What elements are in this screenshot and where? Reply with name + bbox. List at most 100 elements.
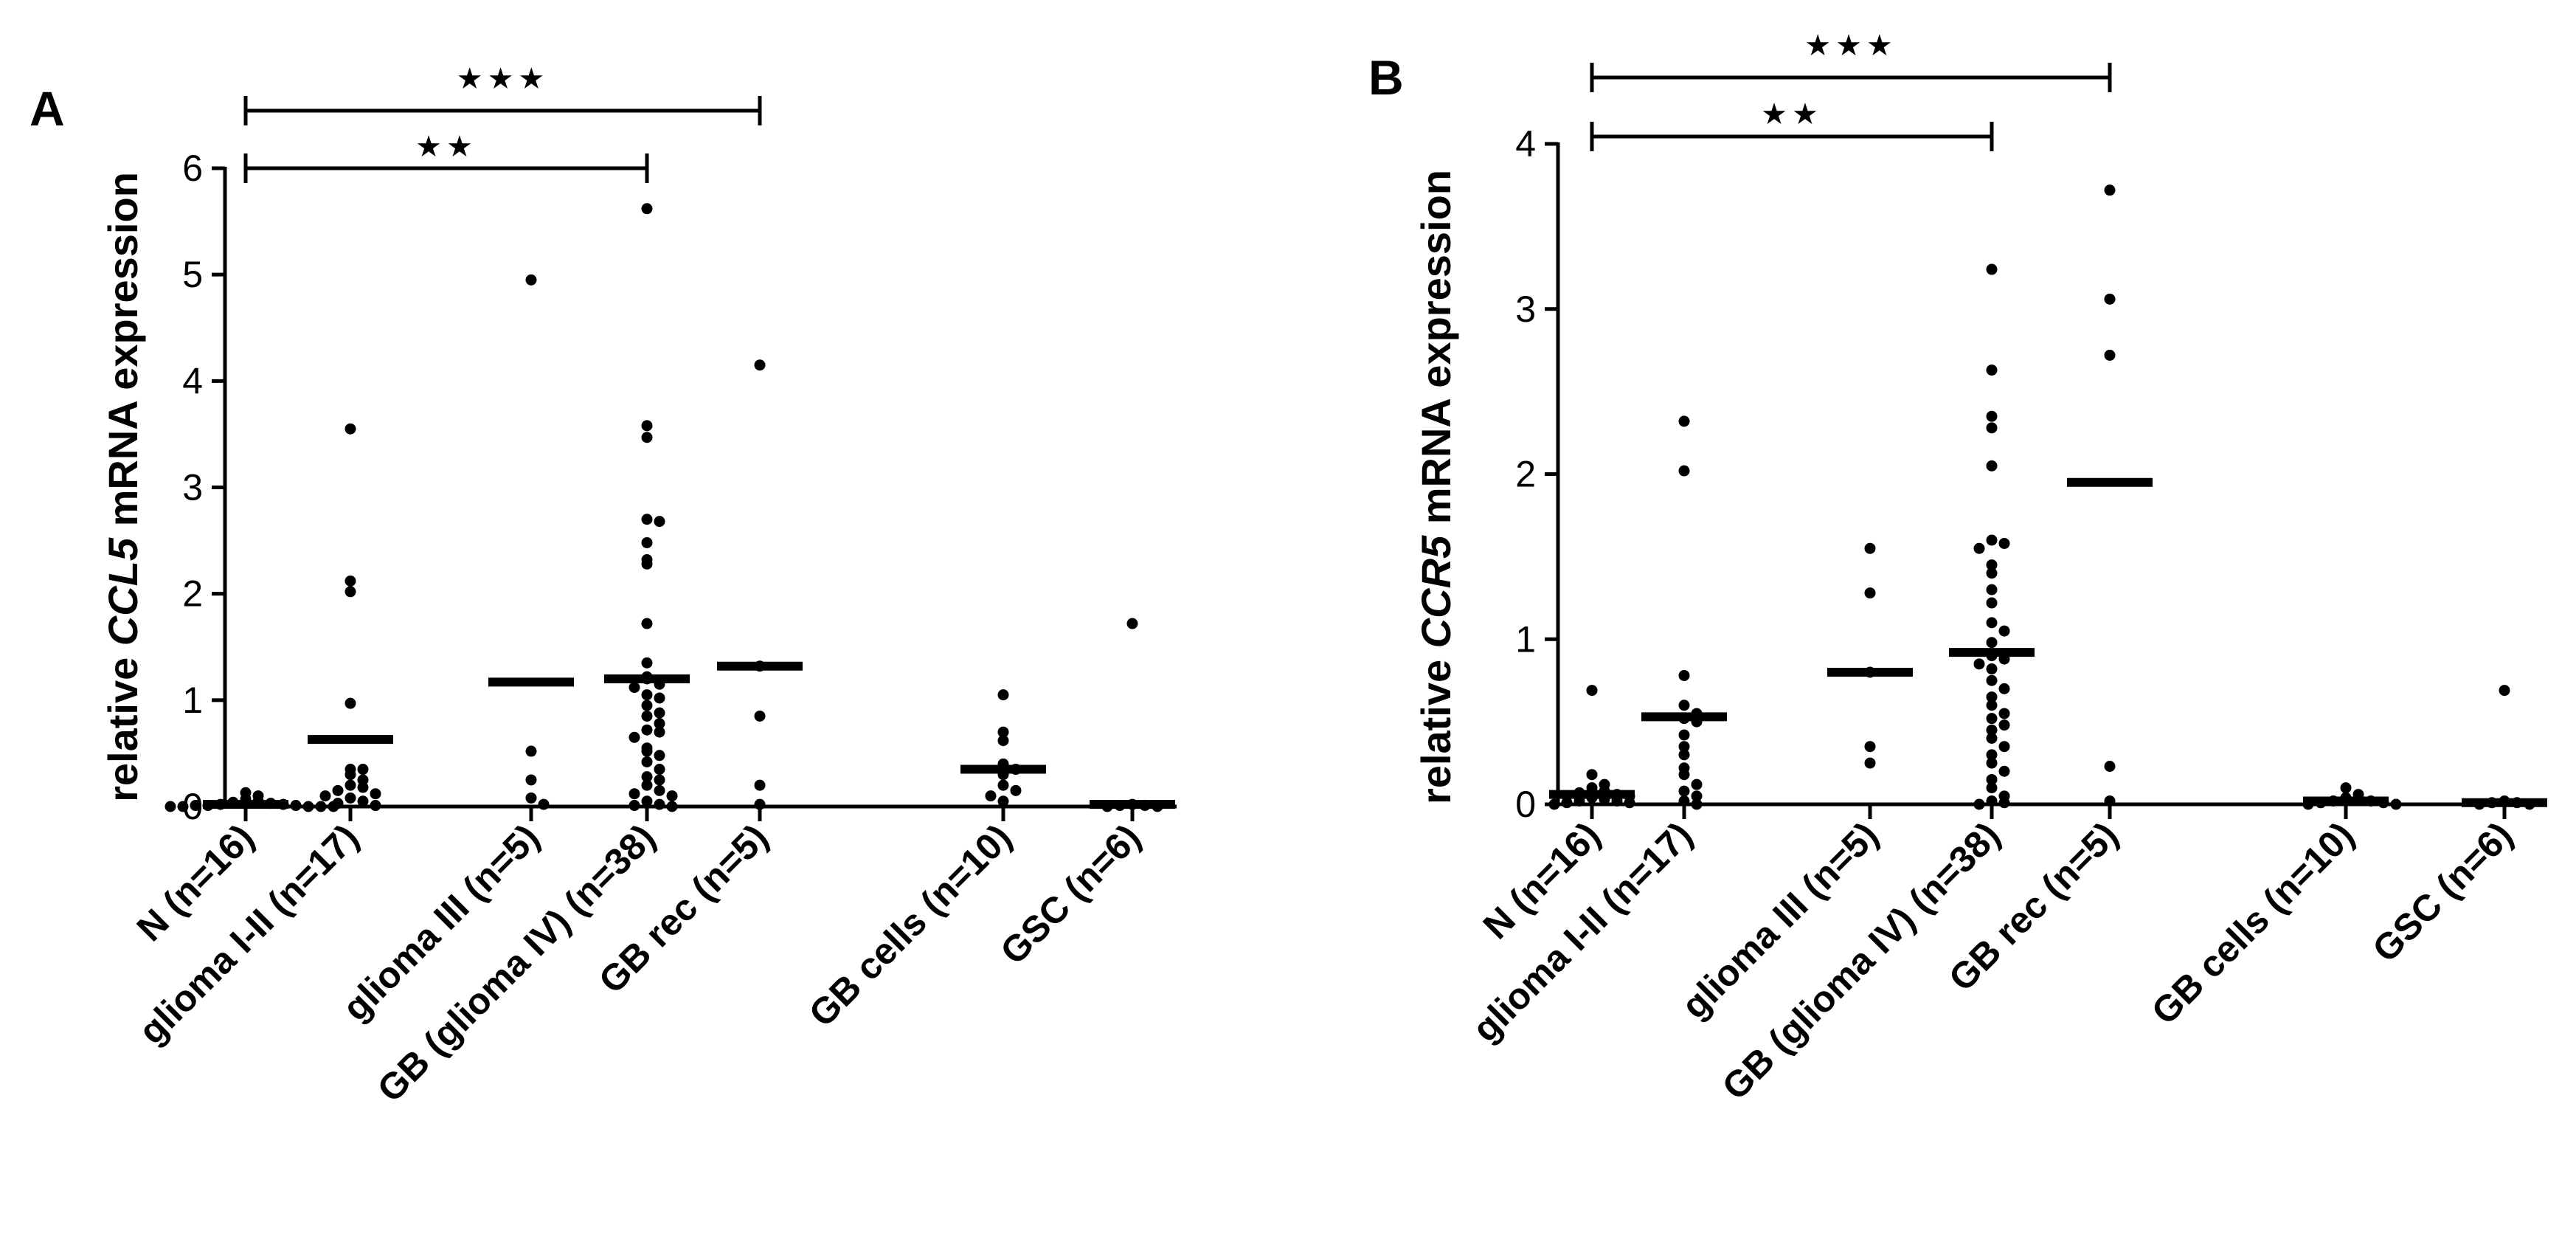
data-point — [1998, 765, 2010, 777]
data-point — [1986, 733, 1998, 744]
data-point — [2104, 761, 2116, 773]
data-point — [2104, 795, 2116, 807]
data-point — [1973, 658, 1985, 670]
data-point — [1998, 683, 2010, 694]
data-point — [344, 586, 356, 598]
y-axis-title: relative CCR5 mRNA expression — [1413, 170, 1459, 804]
y-axis-title-suffix: mRNA expression — [1413, 170, 1459, 536]
data-point — [332, 784, 344, 796]
data-point — [1864, 587, 1876, 599]
y-tick-label: 2 — [182, 573, 203, 615]
data-point — [629, 682, 640, 694]
data-point — [1986, 617, 1998, 629]
data-point — [654, 764, 665, 776]
data-point — [641, 432, 653, 443]
data-point — [357, 764, 369, 776]
significance-stars: ★★★ — [457, 63, 550, 95]
data-point — [654, 692, 665, 704]
data-point — [344, 779, 356, 791]
data-point — [641, 203, 653, 215]
y-axis-title-prefix: relative — [1413, 648, 1459, 804]
data-point — [190, 800, 201, 812]
panel-label: B — [1368, 50, 1404, 105]
data-point — [641, 536, 653, 548]
data-point — [997, 735, 1009, 747]
x-tick-label: glioma III (n=5) — [335, 816, 547, 1029]
data-point — [525, 792, 537, 804]
data-point — [1986, 597, 1998, 609]
data-point — [319, 790, 331, 802]
data-point — [1624, 797, 1635, 809]
data-point — [1986, 782, 1998, 794]
data-point — [1126, 618, 1138, 629]
data-point — [165, 801, 176, 812]
data-point — [538, 798, 550, 810]
data-point — [344, 792, 356, 804]
data-point — [654, 707, 665, 719]
data-point — [629, 788, 640, 800]
data-point — [629, 731, 640, 743]
data-point — [654, 798, 665, 810]
data-point — [1691, 790, 1703, 802]
y-tick-label: 1 — [1515, 618, 1536, 660]
data-point — [1986, 365, 1998, 376]
data-point — [525, 274, 537, 286]
data-point — [1986, 757, 1998, 769]
data-point — [1973, 542, 1985, 554]
data-point — [1678, 749, 1690, 761]
data-point — [177, 801, 189, 812]
y-tick-label: 4 — [1515, 123, 1536, 165]
data-point — [1010, 784, 1022, 796]
data-point — [1986, 674, 1998, 686]
data-point — [1586, 685, 1598, 697]
data-point — [1986, 691, 1998, 703]
x-tick-label: GSC (n=6) — [2364, 814, 2520, 970]
data-point — [2104, 293, 2116, 305]
data-point — [1678, 700, 1690, 711]
data-point — [2104, 349, 2116, 361]
data-point — [1561, 797, 1573, 809]
data-point — [666, 790, 678, 802]
data-point — [754, 710, 766, 722]
data-point — [985, 790, 997, 802]
data-point — [641, 420, 653, 432]
data-point — [754, 779, 766, 791]
data-point — [1678, 741, 1690, 753]
data-point — [344, 769, 356, 781]
data-point — [1998, 741, 2010, 753]
data-point — [997, 779, 1009, 791]
data-point — [2340, 782, 2352, 794]
data-point — [666, 801, 678, 812]
y-tick-label: 2 — [1515, 454, 1536, 495]
data-point — [641, 795, 653, 807]
data-point — [1998, 537, 2010, 549]
y-axis-title: relative CCL5 mRNA expression — [100, 172, 146, 802]
data-point — [1986, 534, 1998, 546]
data-point — [654, 516, 665, 528]
data-point — [525, 745, 537, 757]
data-point — [1998, 708, 2010, 719]
data-point — [1986, 559, 1998, 571]
data-point — [357, 781, 369, 793]
data-point — [1678, 795, 1690, 807]
data-point — [1998, 719, 2010, 731]
data-point — [1691, 798, 1703, 810]
data-point — [357, 795, 369, 807]
data-point — [1986, 637, 1998, 649]
y-tick-label: 5 — [182, 254, 203, 295]
significance-stars: ★★★ — [1804, 30, 1897, 62]
data-point — [1986, 749, 1998, 761]
data-point — [641, 724, 653, 736]
panel-label: A — [30, 81, 65, 136]
data-point — [302, 801, 314, 812]
data-point — [641, 745, 653, 757]
data-point — [1986, 724, 1998, 736]
y-axis-title-suffix: mRNA expression — [100, 172, 146, 538]
data-point — [641, 710, 653, 722]
data-point — [1678, 415, 1690, 427]
data-point — [641, 779, 653, 791]
y-tick-label: 3 — [182, 467, 203, 508]
data-point — [641, 514, 653, 525]
x-tick-label: GSC (n=6) — [992, 816, 1148, 972]
